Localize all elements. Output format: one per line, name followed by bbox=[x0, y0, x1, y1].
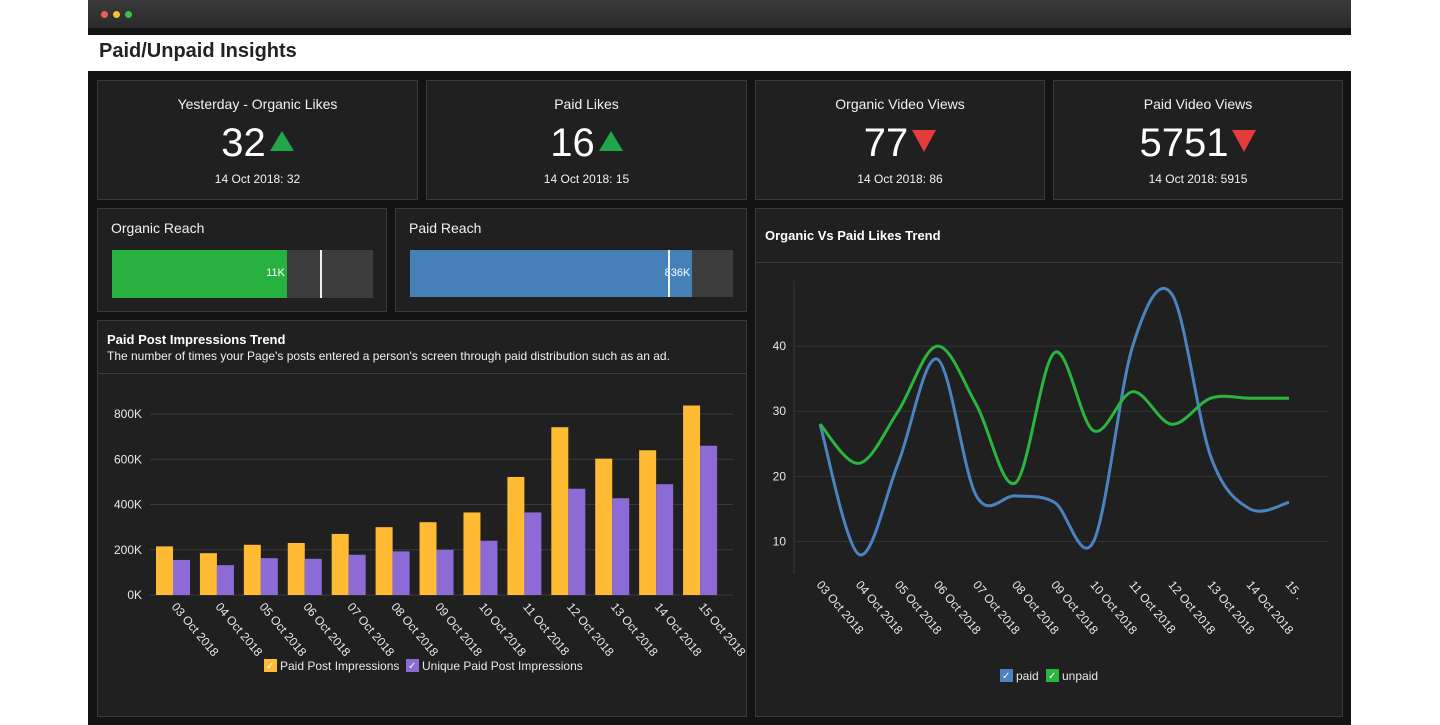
close-window-button[interactable] bbox=[101, 11, 108, 18]
paid-impressions-panel: Paid Post Impressions Trend The number o… bbox=[97, 320, 747, 717]
reach-label: Paid Reach bbox=[409, 220, 482, 236]
bar-unique-paid-impressions bbox=[656, 484, 674, 595]
y-tick-label: 400K bbox=[114, 498, 142, 512]
organic-reach-widget[interactable]: Organic Reach 11K bbox=[97, 208, 387, 312]
bar-paid-impressions bbox=[551, 427, 569, 595]
kpi-label: Yesterday - Organic Likes bbox=[177, 96, 338, 112]
bar-paid-impressions bbox=[331, 533, 349, 595]
organic-reach-bar[interactable]: 11K bbox=[112, 250, 373, 298]
kpi-value: 16 bbox=[550, 121, 595, 165]
bar-unique-paid-impressions bbox=[700, 445, 718, 595]
bar-unique-paid-impressions bbox=[348, 554, 366, 595]
window-titlebar bbox=[88, 0, 1351, 28]
kpi-comparison: 14 Oct 2018: 5915 bbox=[1148, 172, 1248, 186]
x-tick-label: 15 . bbox=[1283, 578, 1307, 602]
trend-down-icon bbox=[1232, 129, 1257, 152]
legend-swatch bbox=[406, 659, 419, 672]
paid-reach-bar[interactable]: 836K bbox=[410, 250, 733, 297]
legend-check-icon: ✓ bbox=[266, 661, 274, 672]
bar-paid-impressions bbox=[683, 405, 701, 595]
trend-up-icon bbox=[269, 130, 294, 151]
kpi-comparison: 14 Oct 2018: 86 bbox=[857, 172, 943, 186]
organic-reach-fill: 11K bbox=[112, 250, 287, 298]
y-tick-label: 40 bbox=[773, 339, 787, 353]
bar-paid-impressions bbox=[287, 542, 305, 595]
paid-reach-value: 836K bbox=[664, 267, 691, 279]
legend-label: Unique Paid Post Impressions bbox=[422, 659, 583, 673]
bar-paid-impressions bbox=[375, 527, 393, 595]
legend-swatch bbox=[1046, 669, 1059, 682]
bar-unique-paid-impressions bbox=[173, 559, 190, 595]
legend-swatch bbox=[1000, 669, 1013, 682]
legend-label: paid bbox=[1016, 669, 1039, 683]
bar-unique-paid-impressions bbox=[480, 540, 498, 595]
divider bbox=[756, 262, 1342, 263]
kpi-value: 32 bbox=[221, 121, 266, 165]
legend-label: Paid Post Impressions bbox=[280, 659, 399, 673]
divider bbox=[98, 373, 746, 374]
kpi-paid-likes[interactable]: Paid Likes 16 14 Oct 2018: 15 bbox=[426, 80, 747, 200]
impressions-title: Paid Post Impressions Trend bbox=[107, 332, 286, 347]
maximize-window-button[interactable] bbox=[125, 11, 132, 18]
kpi-value: 5751 bbox=[1139, 121, 1229, 165]
kpi-organic-video-views[interactable]: Organic Video Views 77 14 Oct 2018: 86 bbox=[755, 80, 1045, 200]
kpi-paid-video-views[interactable]: Paid Video Views 5751 14 Oct 2018: 5915 bbox=[1053, 80, 1343, 200]
legend-label: unpaid bbox=[1062, 669, 1098, 683]
bar-unique-paid-impressions bbox=[216, 565, 234, 595]
legend-check-icon: ✓ bbox=[1002, 671, 1010, 682]
bar-paid-impressions bbox=[156, 546, 173, 595]
bar-unique-paid-impressions bbox=[524, 512, 542, 595]
dashboard-window: Paid/Unpaid Insights Yesterday - Organic… bbox=[88, 0, 1351, 725]
paid-reach-target-marker bbox=[668, 250, 671, 297]
bar-paid-impressions bbox=[639, 450, 657, 595]
y-tick-label: 30 bbox=[773, 404, 787, 418]
organic-reach-target-marker bbox=[320, 250, 323, 298]
kpi-comparison: 14 Oct 2018: 32 bbox=[214, 172, 301, 186]
legend-swatch bbox=[264, 659, 277, 672]
bar-unique-paid-impressions bbox=[260, 558, 278, 595]
likes-trend-panel: Organic Vs Paid Likes Trend 10 20 30 40 03 O… bbox=[755, 208, 1343, 717]
minimize-window-button[interactable] bbox=[113, 11, 120, 18]
bar-unique-paid-impressions bbox=[392, 551, 410, 595]
bar-paid-impressions bbox=[507, 476, 525, 595]
page-title: Paid/Unpaid Insights bbox=[99, 40, 297, 62]
kpi-label: Organic Video Views bbox=[835, 96, 965, 112]
kpi-label: Paid Likes bbox=[554, 96, 619, 112]
bar-unique-paid-impressions bbox=[612, 498, 630, 595]
series-line-unpaid bbox=[818, 344, 1289, 485]
y-tick-label: 20 bbox=[773, 469, 787, 483]
legend-check-icon: ✓ bbox=[1048, 671, 1056, 682]
bar-paid-impressions bbox=[243, 544, 261, 595]
reach-label: Organic Reach bbox=[111, 220, 205, 236]
impressions-subtitle: The number of times your Page's posts en… bbox=[107, 349, 670, 363]
bar-unique-paid-impressions bbox=[304, 558, 322, 595]
organic-reach-value: 11K bbox=[266, 267, 285, 279]
kpi-organic-likes[interactable]: Yesterday - Organic Likes 32 14 Oct 2018… bbox=[97, 80, 418, 200]
bar-paid-impressions bbox=[463, 512, 481, 595]
y-tick-label: 800K bbox=[114, 407, 142, 421]
likes-trend-title: Organic Vs Paid Likes Trend bbox=[765, 228, 941, 243]
paid-reach-fill: 836K bbox=[410, 250, 693, 297]
kpi-value: 77 bbox=[863, 121, 909, 165]
series-line-paid bbox=[818, 286, 1290, 557]
y-tick-label: 0K bbox=[127, 588, 142, 602]
bar-unique-paid-impressions bbox=[436, 549, 454, 595]
y-tick-label: 10 bbox=[773, 534, 787, 548]
bar-paid-impressions bbox=[199, 553, 217, 595]
trend-up-icon bbox=[598, 130, 623, 151]
bar-paid-impressions bbox=[595, 458, 613, 595]
y-tick-label: 200K bbox=[114, 543, 142, 557]
legend-check-icon: ✓ bbox=[408, 661, 416, 672]
trend-down-icon bbox=[912, 129, 937, 152]
bar-paid-impressions bbox=[419, 522, 437, 595]
page-header: Paid/Unpaid Insights bbox=[88, 35, 1351, 71]
y-tick-label: 600K bbox=[114, 452, 142, 466]
bar-unique-paid-impressions bbox=[568, 488, 586, 595]
kpi-label: Paid Video Views bbox=[1143, 96, 1253, 112]
kpi-comparison: 14 Oct 2018: 15 bbox=[543, 172, 630, 186]
paid-reach-widget[interactable]: Paid Reach 836K bbox=[395, 208, 747, 312]
